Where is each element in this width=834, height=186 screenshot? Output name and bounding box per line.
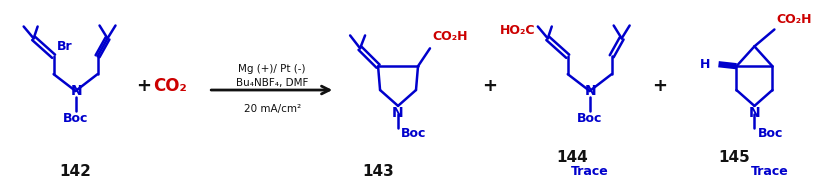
Text: Boc: Boc: [63, 112, 88, 125]
Text: CO₂H: CO₂H: [776, 12, 812, 25]
Text: +: +: [482, 77, 497, 95]
Text: Boc: Boc: [757, 127, 783, 140]
Text: N: N: [392, 106, 404, 120]
Text: Br: Br: [57, 40, 73, 53]
Text: 20 mA/cm²: 20 mA/cm²: [244, 104, 301, 114]
Text: 143: 143: [362, 164, 394, 179]
Text: +: +: [136, 77, 151, 95]
Text: +: +: [652, 77, 667, 95]
Text: N: N: [71, 84, 83, 98]
Text: Trace: Trace: [751, 165, 788, 178]
Text: Boc: Boc: [401, 127, 426, 140]
Text: Bu₄NBF₄, DMF: Bu₄NBF₄, DMF: [236, 78, 309, 88]
Text: Boc: Boc: [577, 112, 602, 125]
Text: 145: 145: [719, 150, 751, 165]
Text: N: N: [749, 106, 761, 120]
Text: H: H: [700, 58, 711, 71]
Text: 142: 142: [60, 164, 92, 179]
Text: CO₂: CO₂: [153, 77, 188, 95]
Text: N: N: [585, 84, 596, 98]
Text: CO₂H: CO₂H: [432, 30, 468, 43]
Text: Trace: Trace: [570, 165, 609, 178]
Text: HO₂C: HO₂C: [500, 24, 535, 37]
Text: 144: 144: [556, 150, 588, 165]
Text: Mg (+)/ Pt (-): Mg (+)/ Pt (-): [239, 64, 306, 74]
